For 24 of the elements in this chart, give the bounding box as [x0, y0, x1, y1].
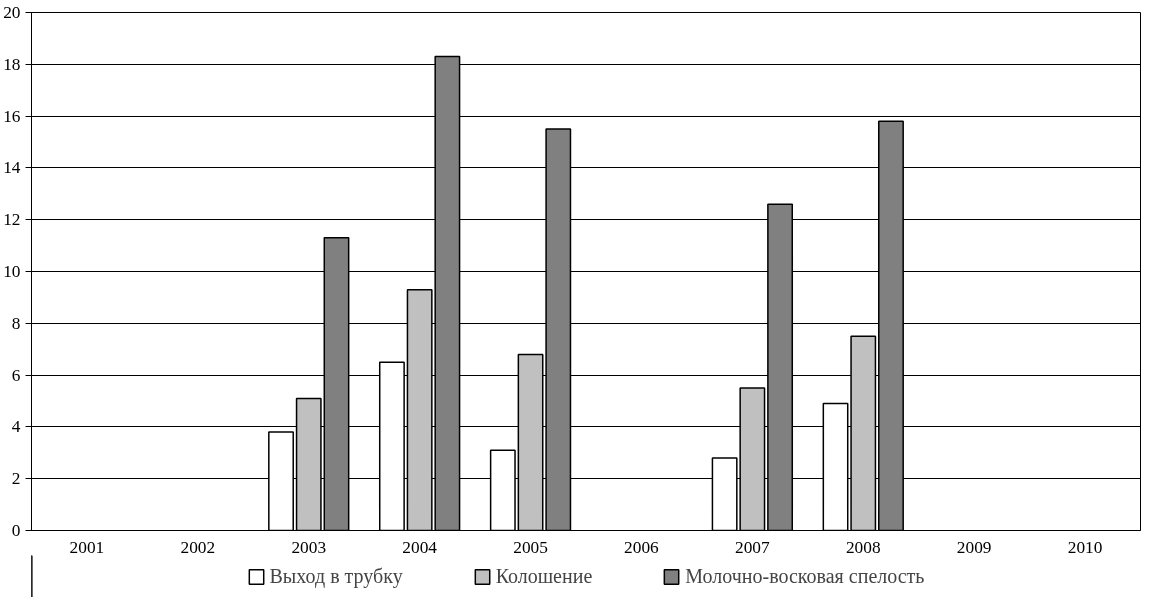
x-tick-label: 2010 [1067, 537, 1103, 557]
x-tick-label: 2004 [402, 537, 438, 557]
y-tick-label: 16 [3, 106, 21, 126]
x-tick-label: 2006 [624, 537, 660, 557]
legend-label: Колошение [495, 564, 593, 588]
y-tick-label: 4 [11, 417, 21, 437]
legend-label: Молочно-восковая спелость [685, 564, 925, 588]
y-tick-label: 8 [11, 313, 21, 333]
x-tick-label: 2005 [513, 537, 548, 557]
y-tick-label: 20 [3, 3, 21, 22]
y-tick-label: 2 [11, 469, 21, 489]
x-tick-label: 2001 [69, 537, 105, 557]
y-tick-label: 18 [3, 54, 21, 74]
y-tick-label: 14 [3, 158, 21, 178]
x-tick-label: 2008 [845, 537, 881, 557]
y-tick-label: 6 [11, 365, 21, 385]
x-tick-label: 2007 [735, 537, 771, 557]
y-tick-label: 0 [11, 521, 21, 540]
legend-label: Выход в трубку [269, 564, 403, 588]
y-tick-label: 10 [3, 262, 21, 281]
x-tick-label: 2003 [291, 537, 327, 557]
x-tick-label: 2009 [956, 537, 992, 557]
x-tick-label: 2002 [180, 537, 216, 557]
y-tick-label: 12 [3, 210, 21, 230]
